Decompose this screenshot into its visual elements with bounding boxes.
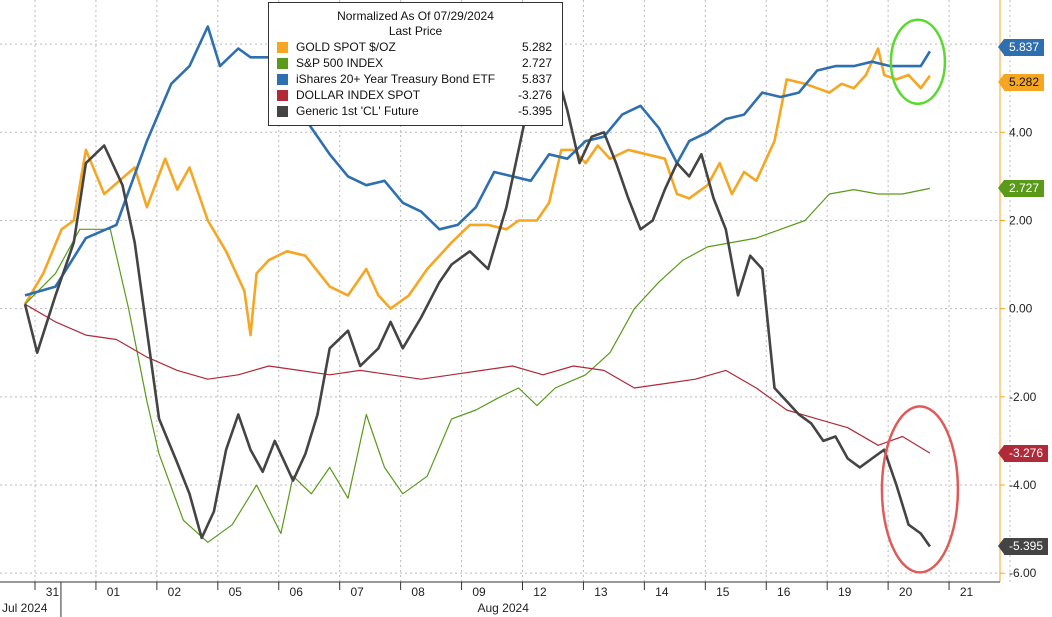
legend-value: -3.276 — [517, 88, 552, 102]
legend-name: Generic 1st 'CL' Future — [296, 104, 419, 118]
legend-swatch — [277, 106, 288, 117]
y-tick-label: -6.00 — [1009, 566, 1037, 580]
price-tag: -5.395 — [997, 538, 1049, 555]
x-tick-label: 14 — [655, 585, 669, 599]
legend-rows: GOLD SPOT $/OZ 5.282 S&P 500 INDEX 2.727 iSh… — [269, 39, 562, 119]
y-tick-label: 0.00 — [1009, 302, 1033, 316]
x-tick-label: 06 — [290, 585, 304, 599]
x-tick-label: 13 — [594, 585, 608, 599]
x-tick-label: 15 — [716, 585, 730, 599]
price-tag: 5.282 — [997, 73, 1045, 91]
series-line-gold-spot-oz — [23, 47, 931, 337]
y-tick-label: -4.00 — [1009, 478, 1037, 492]
red-highlight-circle — [880, 405, 960, 574]
legend-value: 5.837 — [521, 72, 552, 86]
price-tag: 5.837 — [997, 39, 1045, 57]
x-tick-label: 12 — [533, 585, 547, 599]
legend-swatch — [277, 90, 288, 101]
series-line-s-p-500-index — [24, 187, 931, 543]
legend-name: iShares 20+ Year Treasury Bond ETF — [296, 72, 496, 86]
green-highlight-circle — [889, 18, 947, 105]
legend-swatch — [277, 42, 288, 53]
legend-value: -5.395 — [517, 104, 552, 118]
x-tick-label: 09 — [472, 585, 486, 599]
x-tick-label: 31 — [46, 585, 60, 599]
legend-name: S&P 500 INDEX — [296, 56, 384, 70]
x-tick-label: 16 — [777, 585, 791, 599]
legend-swatch — [277, 74, 288, 85]
legend-name: DOLLAR INDEX SPOT — [296, 88, 421, 102]
legend-item: Generic 1st 'CL' Future -5.395 — [269, 103, 562, 119]
x-tick-label: 02 — [168, 585, 182, 599]
y-tick-label: 4.00 — [1009, 125, 1033, 139]
x-tick-label: 07 — [350, 585, 364, 599]
y-tick-label: 2.00 — [1009, 213, 1033, 227]
series-line-generic-1st-cl-future — [23, 64, 931, 548]
legend-name: GOLD SPOT $/OZ — [296, 40, 396, 54]
x-tick-label: 05 — [229, 585, 243, 599]
series-line-dollar-index-spot — [24, 303, 931, 454]
highlight-circles — [880, 18, 960, 574]
series-lines — [23, 25, 932, 548]
x-tick-label: 19 — [838, 585, 852, 599]
month-label-aug: Aug 2024 — [478, 601, 530, 615]
y-tick-label: -2.00 — [1009, 390, 1037, 404]
legend-item: DOLLAR INDEX SPOT -3.276 — [269, 87, 562, 103]
chart-subtitle: Last Price — [388, 24, 443, 38]
legend-value: 2.727 — [521, 56, 552, 70]
legend-swatch — [277, 58, 288, 69]
x-tick-label: 21 — [960, 585, 974, 599]
month-label-jul: Jul 2024 — [2, 601, 48, 615]
chart-title: Normalized As Of 07/29/2024 — [337, 9, 494, 23]
legend: Normalized As Of 07/29/2024 Last Price G… — [268, 2, 563, 126]
price-tag: 2.727 — [997, 179, 1045, 197]
legend-value: 5.282 — [521, 40, 552, 54]
x-tick-label: 08 — [411, 585, 425, 599]
legend-item: S&P 500 INDEX 2.727 — [269, 55, 562, 71]
price-tag: -3.276 — [997, 444, 1049, 462]
legend-item: GOLD SPOT $/OZ 5.282 — [269, 39, 562, 55]
x-tick-label: 01 — [107, 585, 121, 599]
x-tick-label: 20 — [899, 585, 913, 599]
legend-item: iShares 20+ Year Treasury Bond ETF 5.837 — [269, 71, 562, 87]
